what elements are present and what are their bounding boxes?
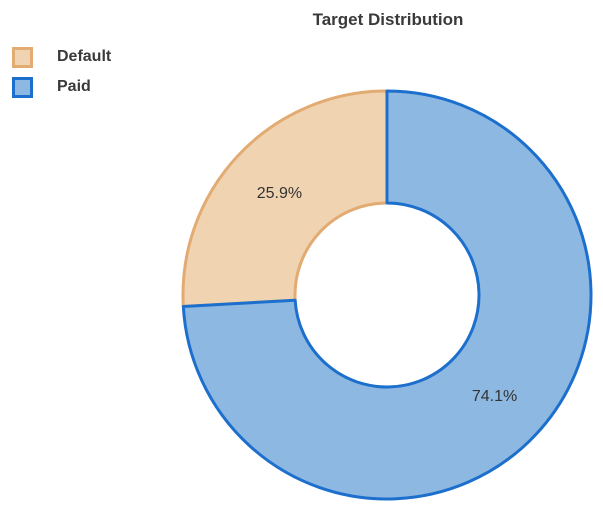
slice-paid[interactable] bbox=[181, 89, 593, 501]
legend-item-default[interactable]: Default bbox=[12, 42, 111, 72]
slice-default[interactable] bbox=[181, 89, 389, 309]
legend-label-paid: Paid bbox=[57, 78, 91, 95]
slice-label-default: 25.9% bbox=[257, 185, 302, 202]
legend: Default Paid bbox=[12, 42, 111, 102]
legend-item-paid[interactable]: Paid bbox=[12, 72, 111, 102]
slice-label-paid: 74.1% bbox=[472, 388, 517, 405]
legend-label-default: Default bbox=[57, 48, 112, 65]
legend-swatch-default bbox=[12, 46, 33, 68]
legend-swatch-paid bbox=[12, 76, 33, 98]
chart-title: Target Distribution bbox=[312, 10, 464, 29]
